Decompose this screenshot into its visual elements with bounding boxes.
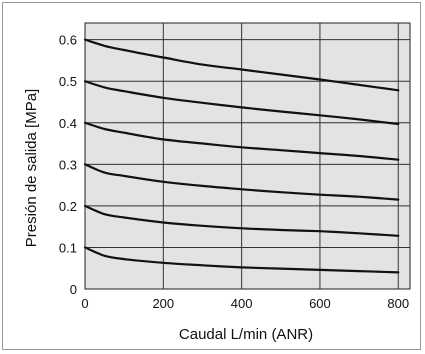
x-tick-label-0: 0 <box>81 296 88 311</box>
series-line-1 <box>83 204 400 237</box>
y-tick-label-1: 0.1 <box>59 240 77 255</box>
y-axis-label: Presión de salida [MPa] <box>23 89 40 247</box>
series-lines <box>83 38 400 274</box>
y-tick-label-4: 0.4 <box>59 116 77 131</box>
x-tick-label-4: 800 <box>387 296 409 311</box>
y-tick-label-0: 0 <box>70 282 77 297</box>
y-axis-ticks: 0 0.1 0.2 0.3 0.4 0.5 0.6 <box>59 33 77 297</box>
y-tick-label-2: 0.2 <box>59 199 77 214</box>
x-tick-label-2: 400 <box>231 296 253 311</box>
series-line-4 <box>83 80 400 126</box>
x-tick-label-1: 200 <box>152 296 174 311</box>
x-axis-label: Caudal L/min (ANR) <box>179 326 313 343</box>
x-axis-ticks: 0 200 400 600 800 <box>81 296 409 311</box>
y-tick-label-5: 0.5 <box>59 74 77 89</box>
y-tick-label-6: 0.6 <box>59 33 77 48</box>
series-line-2 <box>83 163 400 201</box>
y-tick-label-3: 0.3 <box>59 157 77 172</box>
plot-border <box>84 22 411 290</box>
series-line-3 <box>83 121 400 161</box>
series-line-5 <box>83 38 400 92</box>
x-tick-label-3: 600 <box>309 296 331 311</box>
grid-lines <box>85 23 410 289</box>
series-line-0 <box>83 246 400 274</box>
